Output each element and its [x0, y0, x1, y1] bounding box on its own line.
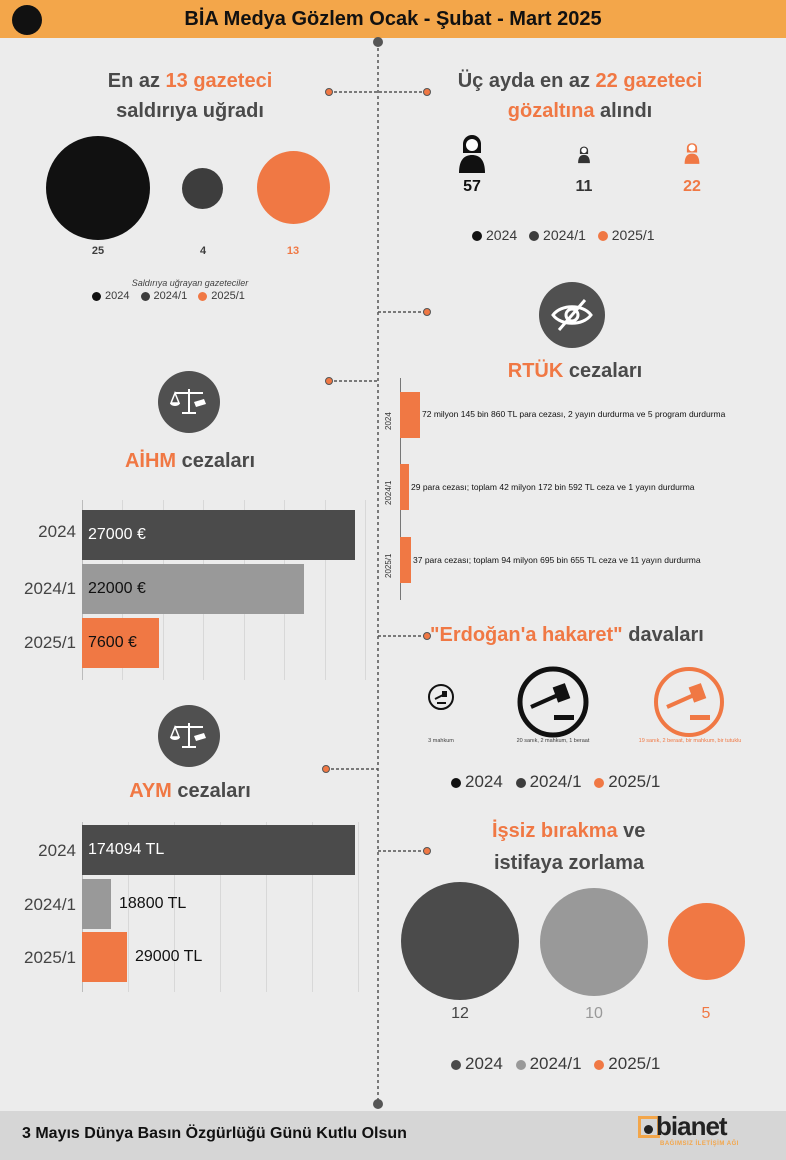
detentions-value-2024: 57: [463, 178, 481, 195]
rtuk-bar-2024-1: [400, 464, 409, 510]
erdogan-caption-2024: 3 mahkum: [428, 738, 454, 744]
erdogan-caption-2024-1: 20 sanık, 2 mahkum, 1 beraat: [516, 738, 590, 744]
attacks-circle-2025-1: [257, 151, 330, 224]
dismissal-circle-2024-1: [540, 888, 648, 996]
bianet-logo-subtitle: BAĞIMSIZ İLETİŞİM AĞI: [660, 1141, 739, 1147]
aym-title: AYM cezaları: [129, 780, 251, 802]
aym-bar-2024: 174094 TL: [82, 825, 355, 875]
rtuk-year-2025-1: 2025/1: [384, 553, 393, 578]
aihm-bar-2025-1: 7600 €: [82, 618, 159, 668]
attacks-caption: Saldırıya uğrayan gazeteciler: [131, 278, 249, 288]
erdogan-title: "Erdoğan'a hakaret" davaları: [430, 624, 704, 646]
eye-slash-icon: [539, 282, 605, 348]
person-icon-medium: [684, 143, 700, 164]
rtuk-bar-2025-1: [400, 537, 411, 583]
dismissal-value-2025-1: 5: [701, 1005, 711, 1022]
detentions-value-2025-1: 22: [683, 178, 701, 195]
person-icon-small: [578, 146, 590, 164]
attacks-value-2024: 25: [91, 245, 105, 257]
dismissal-value-2024-1: 10: [585, 1005, 603, 1022]
attacks-value-2024-1: 4: [199, 245, 207, 257]
aihm-bar-2024: 27000 €: [82, 510, 355, 560]
bianet-logo-dot: [644, 1125, 653, 1134]
aym-year-2024-1: 2024/1: [24, 895, 76, 914]
aym-bar-2025-1: 29000 TL: [82, 932, 202, 982]
rtuk-text-2024: 72 milyon 145 bin 860 TL para cezası, 2 …: [422, 409, 726, 419]
detentions-legend: 2024 2024/1 2025/1: [472, 227, 712, 243]
dismissal-circle-2024: [401, 882, 519, 1000]
rtuk-bar-2024: [400, 392, 420, 438]
attacks-title: En az 13 gazeteci saldırıya uğradı: [107, 70, 273, 122]
rtuk-year-2024: 2024: [384, 412, 393, 430]
rtuk-text-2024-1: 29 para cezası; toplam 42 milyon 172 bin…: [411, 482, 695, 492]
gavel-icon-small: [428, 684, 454, 710]
gavel-icon-medium: [517, 666, 589, 738]
header-bar: [0, 0, 786, 38]
aym-year-2025-1: 2025/1: [24, 948, 76, 967]
scales-icon: [158, 705, 220, 767]
bianet-logo[interactable]: bianet: [656, 1111, 728, 1141]
aym-bar-2024-1: 18800 TL: [82, 879, 186, 929]
aihm-year-2024-1: 2024/1: [24, 579, 76, 598]
gavel-icon-orange: [654, 667, 724, 737]
dismissal-value-2024: 12: [451, 1005, 469, 1022]
dismissal-circle-2025-1: [668, 903, 745, 980]
dismissal-legend: 2024 2024/1 2025/1: [451, 1054, 721, 1074]
erdogan-caption-2025-1: 19 sanık, 2 beraat, bir mahkum, bir tutu…: [638, 738, 742, 744]
attacks-circle-2024-1: [182, 168, 223, 209]
detentions-title: Üç ayda en az 22 gazeteci gözaltına alın…: [457, 70, 703, 122]
rtuk-title: RTÜK cezaları: [507, 360, 643, 382]
rtuk-year-2024-1: 2024/1: [384, 480, 393, 505]
footer-message: 3 Mayıs Dünya Basın Özgürlüğü Günü Kutlu…: [22, 1125, 407, 1142]
aihm-year-2025-1: 2025/1: [24, 633, 76, 652]
aihm-bar-2024-1: 22000 €: [82, 564, 304, 614]
scales-icon: [158, 371, 220, 433]
attacks-legend: 2024 2024/1 2025/1: [92, 290, 292, 302]
aihm-year-2024: 2024: [38, 522, 76, 541]
aym-year-2024: 2024: [38, 841, 76, 860]
rtuk-text-2025-1: 37 para cezası; toplam 94 milyon 695 bin…: [413, 555, 701, 565]
bianet-logo-mark: [638, 1116, 660, 1138]
page-title: BİA Medya Gözlem Ocak - Şubat - Mart 202…: [184, 8, 602, 30]
header-logo-dot: [12, 5, 42, 35]
detentions-value-2024-1: 11: [575, 178, 593, 195]
dismissal-title: İşsiz bırakma ve istifaya zorlama: [492, 820, 646, 874]
person-icon-large: [459, 135, 485, 173]
timeline: [322, 37, 431, 1109]
attacks-circle-2024: [46, 136, 150, 240]
attacks-value-2025-1: 13: [286, 245, 300, 257]
erdogan-legend: 2024 2024/1 2025/1: [451, 772, 721, 792]
aihm-title: AİHM cezaları: [124, 450, 256, 472]
